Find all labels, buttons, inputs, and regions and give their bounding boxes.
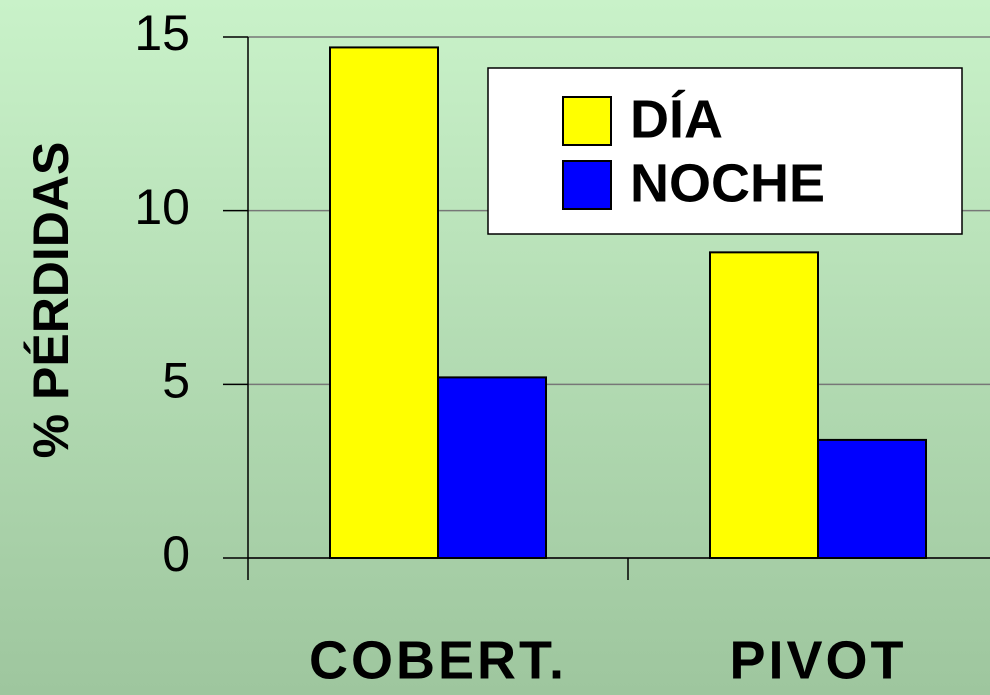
legend-label: NOCHE — [630, 153, 825, 213]
y-tick-label: 0 — [162, 526, 190, 582]
y-tick-label: 5 — [162, 353, 190, 409]
legend-swatch — [562, 160, 612, 210]
bar — [709, 251, 819, 559]
legend-label: DÍA — [630, 89, 723, 149]
bar — [437, 376, 547, 559]
x-tick-label: PIVOT — [729, 630, 906, 690]
y-axis-title: % PÉRDIDAS — [23, 142, 79, 459]
bar — [817, 438, 927, 560]
y-tick-label: 10 — [134, 179, 190, 235]
y-tick-label: 15 — [134, 5, 190, 61]
legend-swatch — [562, 96, 612, 146]
bar — [329, 46, 439, 559]
x-tick-label: COBERT. — [309, 630, 567, 690]
